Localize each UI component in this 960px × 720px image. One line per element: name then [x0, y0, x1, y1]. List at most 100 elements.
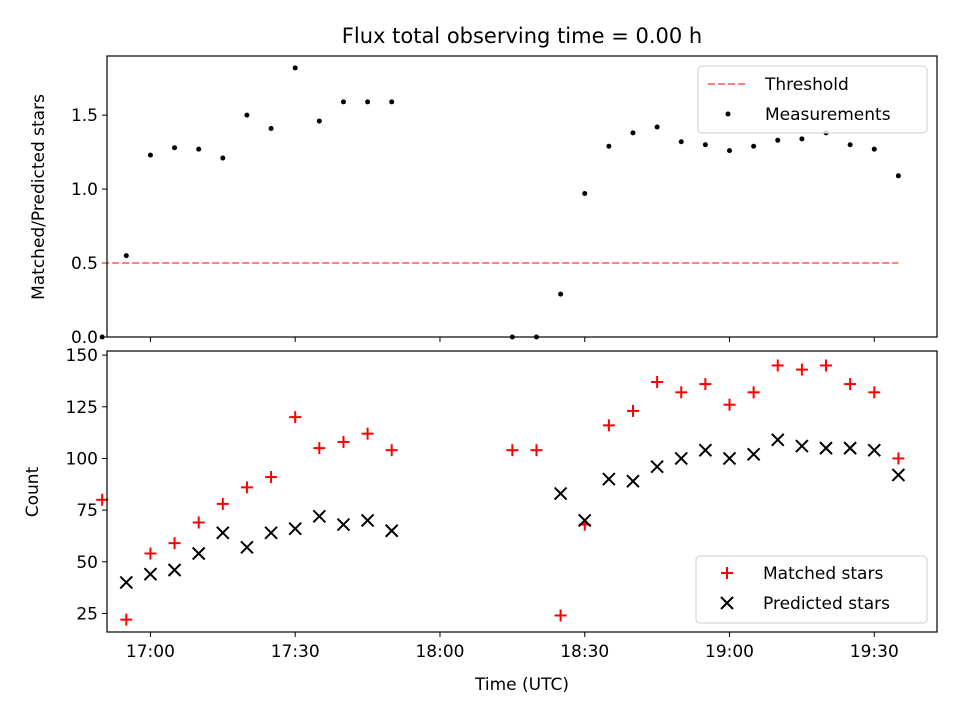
- measurements-point-1: [123, 253, 129, 259]
- predicted-stars-point-21-b: [771, 433, 785, 447]
- bottom-y-tick-label-3: 100: [66, 449, 98, 469]
- top-legend: Threshold Measurements: [697, 65, 928, 134]
- predicted-stars-point-7-b: [288, 521, 302, 536]
- measurements-point-20: [678, 139, 684, 145]
- predicted-stars-point-12-b: [553, 486, 568, 501]
- matched-stars-point-15: [554, 609, 567, 622]
- predicted-stars-point-15: [626, 474, 640, 488]
- matched-stars-point-22: [723, 398, 736, 411]
- matched-legend-swatch: [721, 567, 733, 579]
- predicted-stars-point-23-b: [819, 441, 833, 455]
- measurements-point-21: [702, 142, 708, 148]
- bottom-plot-frame: [106, 350, 938, 633]
- matched-stars-point-29: [892, 452, 905, 465]
- matched-stars-point-9: [313, 442, 326, 455]
- matched-stars-point-14: [530, 444, 543, 457]
- bottom-y-tick-label-4: 125: [66, 398, 98, 418]
- measurements-point-8: [292, 65, 298, 71]
- predicted-stars-point-22-b: [795, 439, 809, 453]
- predicted-stars-point-22: [795, 439, 809, 453]
- measurements-point-11: [365, 99, 371, 105]
- measurements-legend-label: Measurements: [765, 105, 891, 125]
- matched-stars-point-2: [144, 547, 157, 560]
- predicted-legend-label: Predicted stars: [763, 594, 890, 614]
- bottom-plot-area: 25 50 75 100 125 150 17:00 17:30 18:00 18:30 19:00…: [66, 346, 906, 662]
- measurements-point-7: [268, 125, 274, 131]
- predicted-stars-point-23: [819, 441, 833, 455]
- matched-stars-point-23: [747, 386, 760, 399]
- measurements-legend-swatch: [725, 111, 731, 117]
- predicted-stars-point-26-b: [891, 468, 906, 482]
- measurements-point-28: [871, 146, 877, 152]
- predicted-stars-point-20: [746, 447, 761, 462]
- predicted-stars-point-26: [891, 468, 906, 482]
- top-y-tick-label-0: 0.0: [71, 328, 98, 348]
- measurements-point-27: [847, 142, 853, 148]
- predicted-stars-point-10: [360, 513, 375, 528]
- measurements-point-3: [172, 145, 178, 151]
- predicted-stars-point-25: [867, 443, 881, 457]
- predicted-stars-point-17: [674, 451, 688, 466]
- measurements-point-23: [751, 143, 757, 149]
- predicted-stars-point-3-b: [191, 546, 206, 561]
- top-plot-area: 0.0 0.5 1.0 1.5: [71, 65, 901, 348]
- measurements-point-16: [582, 191, 588, 197]
- matched-stars-point-26: [820, 359, 833, 372]
- predicted-stars-point-14-b: [602, 472, 616, 486]
- predicted-stars-point-19-b: [722, 451, 737, 466]
- matched-stars-point-20: [675, 386, 688, 399]
- measurements-point-6: [244, 112, 250, 118]
- predicted-stars-point-15-b: [626, 474, 640, 488]
- predicted-stars-point-17-b: [674, 451, 688, 466]
- predicted-stars-point-0: [119, 575, 134, 590]
- measurements-point-5: [220, 155, 226, 161]
- predicted-stars-point-9-b: [336, 517, 351, 532]
- matched-stars-point-1: [120, 613, 133, 626]
- matched-stars-point-19: [651, 375, 664, 388]
- top-y-tick-label-1: 0.5: [71, 254, 98, 274]
- matched-stars-point-24: [771, 359, 784, 372]
- predicted-stars-point-2-b: [167, 563, 182, 577]
- predicted-stars-point-8-b: [312, 509, 327, 524]
- matched-stars-point-10: [337, 435, 350, 448]
- predicted-stars-point-14: [602, 472, 616, 486]
- measurements-point-10: [340, 99, 346, 105]
- predicted-stars-point-18: [698, 443, 713, 457]
- matched-legend-label: Matched stars: [763, 564, 883, 584]
- measurements-point-29: [895, 173, 901, 179]
- matched-stars-point-7: [265, 471, 278, 484]
- measurements-point-17: [606, 143, 612, 149]
- matched-stars-point-21: [699, 378, 712, 391]
- predicted-stars-point-25-b: [867, 443, 881, 457]
- measurements-point-9: [316, 118, 322, 124]
- bottom-x-tick-label-2: 18:00: [415, 642, 464, 662]
- predicted-stars-point-5: [240, 540, 254, 554]
- bottom-x-tick-label-3: 18:30: [560, 642, 609, 662]
- measurements-point-12: [389, 99, 395, 105]
- matched-stars-point-0: [96, 493, 109, 506]
- measurements-point-2: [147, 152, 153, 158]
- matched-stars-point-25: [795, 363, 808, 376]
- predicted-stars-point-9: [336, 517, 351, 532]
- predicted-stars-point-19: [722, 451, 737, 466]
- predicted-stars-point-3: [191, 546, 206, 561]
- predicted-stars-point-0-b: [119, 575, 134, 590]
- predicted-stars-point-12: [553, 486, 568, 501]
- predicted-stars-point-7: [288, 521, 302, 536]
- predicted-stars-point-6: [264, 526, 278, 540]
- measurements-point-25: [799, 136, 805, 142]
- predicted-stars-point-10-b: [360, 513, 375, 528]
- matched-stars-point-4: [192, 516, 205, 529]
- predicted-stars-point-13: [578, 513, 592, 528]
- matched-stars-point-18: [626, 404, 639, 417]
- predicted-stars-point-21: [771, 433, 785, 447]
- predicted-stars-point-24: [843, 441, 857, 455]
- predicted-stars-point-1: [143, 567, 158, 581]
- bottom-legend: Matched stars Predicted stars: [695, 555, 928, 624]
- top-y-tick-label-3: 1.5: [71, 106, 98, 126]
- matched-stars-point-8: [289, 411, 302, 424]
- top-plot-frame: [106, 55, 938, 338]
- matched-stars-point-13: [506, 444, 519, 457]
- measurements-point-24: [775, 137, 781, 143]
